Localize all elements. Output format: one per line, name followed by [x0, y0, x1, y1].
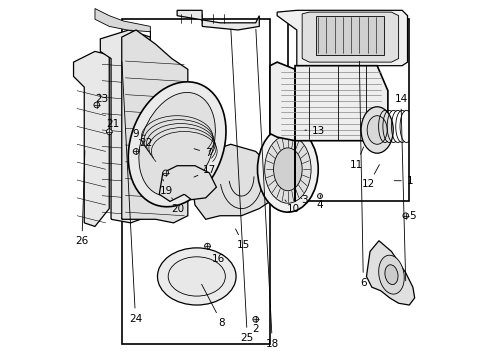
- Text: 22: 22: [139, 138, 152, 148]
- Text: 23: 23: [95, 94, 108, 104]
- Text: 25: 25: [231, 29, 254, 343]
- Text: 3: 3: [301, 195, 307, 205]
- Ellipse shape: [205, 243, 210, 249]
- Text: 19: 19: [160, 179, 173, 197]
- Ellipse shape: [106, 129, 112, 135]
- Ellipse shape: [318, 194, 322, 199]
- PathPatch shape: [100, 30, 150, 223]
- Ellipse shape: [265, 135, 311, 203]
- PathPatch shape: [367, 241, 415, 305]
- Ellipse shape: [385, 265, 398, 284]
- Text: 13: 13: [305, 126, 325, 136]
- Ellipse shape: [367, 116, 387, 144]
- PathPatch shape: [74, 51, 109, 226]
- Text: 26: 26: [75, 150, 89, 247]
- Bar: [288, 19, 409, 202]
- Ellipse shape: [128, 82, 226, 207]
- Text: 2: 2: [252, 321, 259, 334]
- Ellipse shape: [361, 107, 393, 153]
- PathPatch shape: [95, 9, 150, 37]
- Ellipse shape: [273, 148, 302, 191]
- Text: 16: 16: [209, 249, 225, 264]
- Text: 18: 18: [256, 29, 279, 348]
- PathPatch shape: [270, 62, 388, 202]
- Text: 8: 8: [201, 284, 225, 328]
- PathPatch shape: [317, 16, 384, 55]
- Text: 10: 10: [285, 200, 299, 214]
- PathPatch shape: [302, 12, 398, 62]
- Text: 15: 15: [236, 229, 250, 250]
- PathPatch shape: [277, 10, 408, 66]
- Ellipse shape: [403, 213, 409, 219]
- Ellipse shape: [379, 255, 404, 294]
- Text: 14: 14: [394, 94, 408, 281]
- Ellipse shape: [94, 102, 99, 108]
- Ellipse shape: [139, 93, 216, 196]
- Text: 6: 6: [359, 61, 367, 288]
- PathPatch shape: [122, 30, 188, 223]
- Text: 24: 24: [122, 61, 142, 324]
- Text: 20: 20: [171, 198, 184, 214]
- Text: 5: 5: [407, 211, 416, 221]
- PathPatch shape: [192, 144, 281, 219]
- Text: 21: 21: [106, 118, 120, 129]
- Text: 17: 17: [194, 165, 217, 177]
- Ellipse shape: [168, 257, 225, 296]
- Text: 9: 9: [133, 129, 145, 139]
- Ellipse shape: [253, 316, 259, 322]
- Text: 4: 4: [317, 195, 323, 210]
- Ellipse shape: [163, 170, 169, 176]
- Text: 11: 11: [350, 147, 364, 170]
- Text: 1: 1: [394, 176, 414, 186]
- Ellipse shape: [258, 126, 318, 212]
- PathPatch shape: [177, 10, 259, 30]
- Ellipse shape: [157, 248, 236, 305]
- PathPatch shape: [159, 166, 217, 202]
- Text: 7: 7: [194, 148, 212, 158]
- Bar: [122, 19, 270, 344]
- Text: 12: 12: [362, 165, 379, 189]
- Ellipse shape: [133, 149, 139, 154]
